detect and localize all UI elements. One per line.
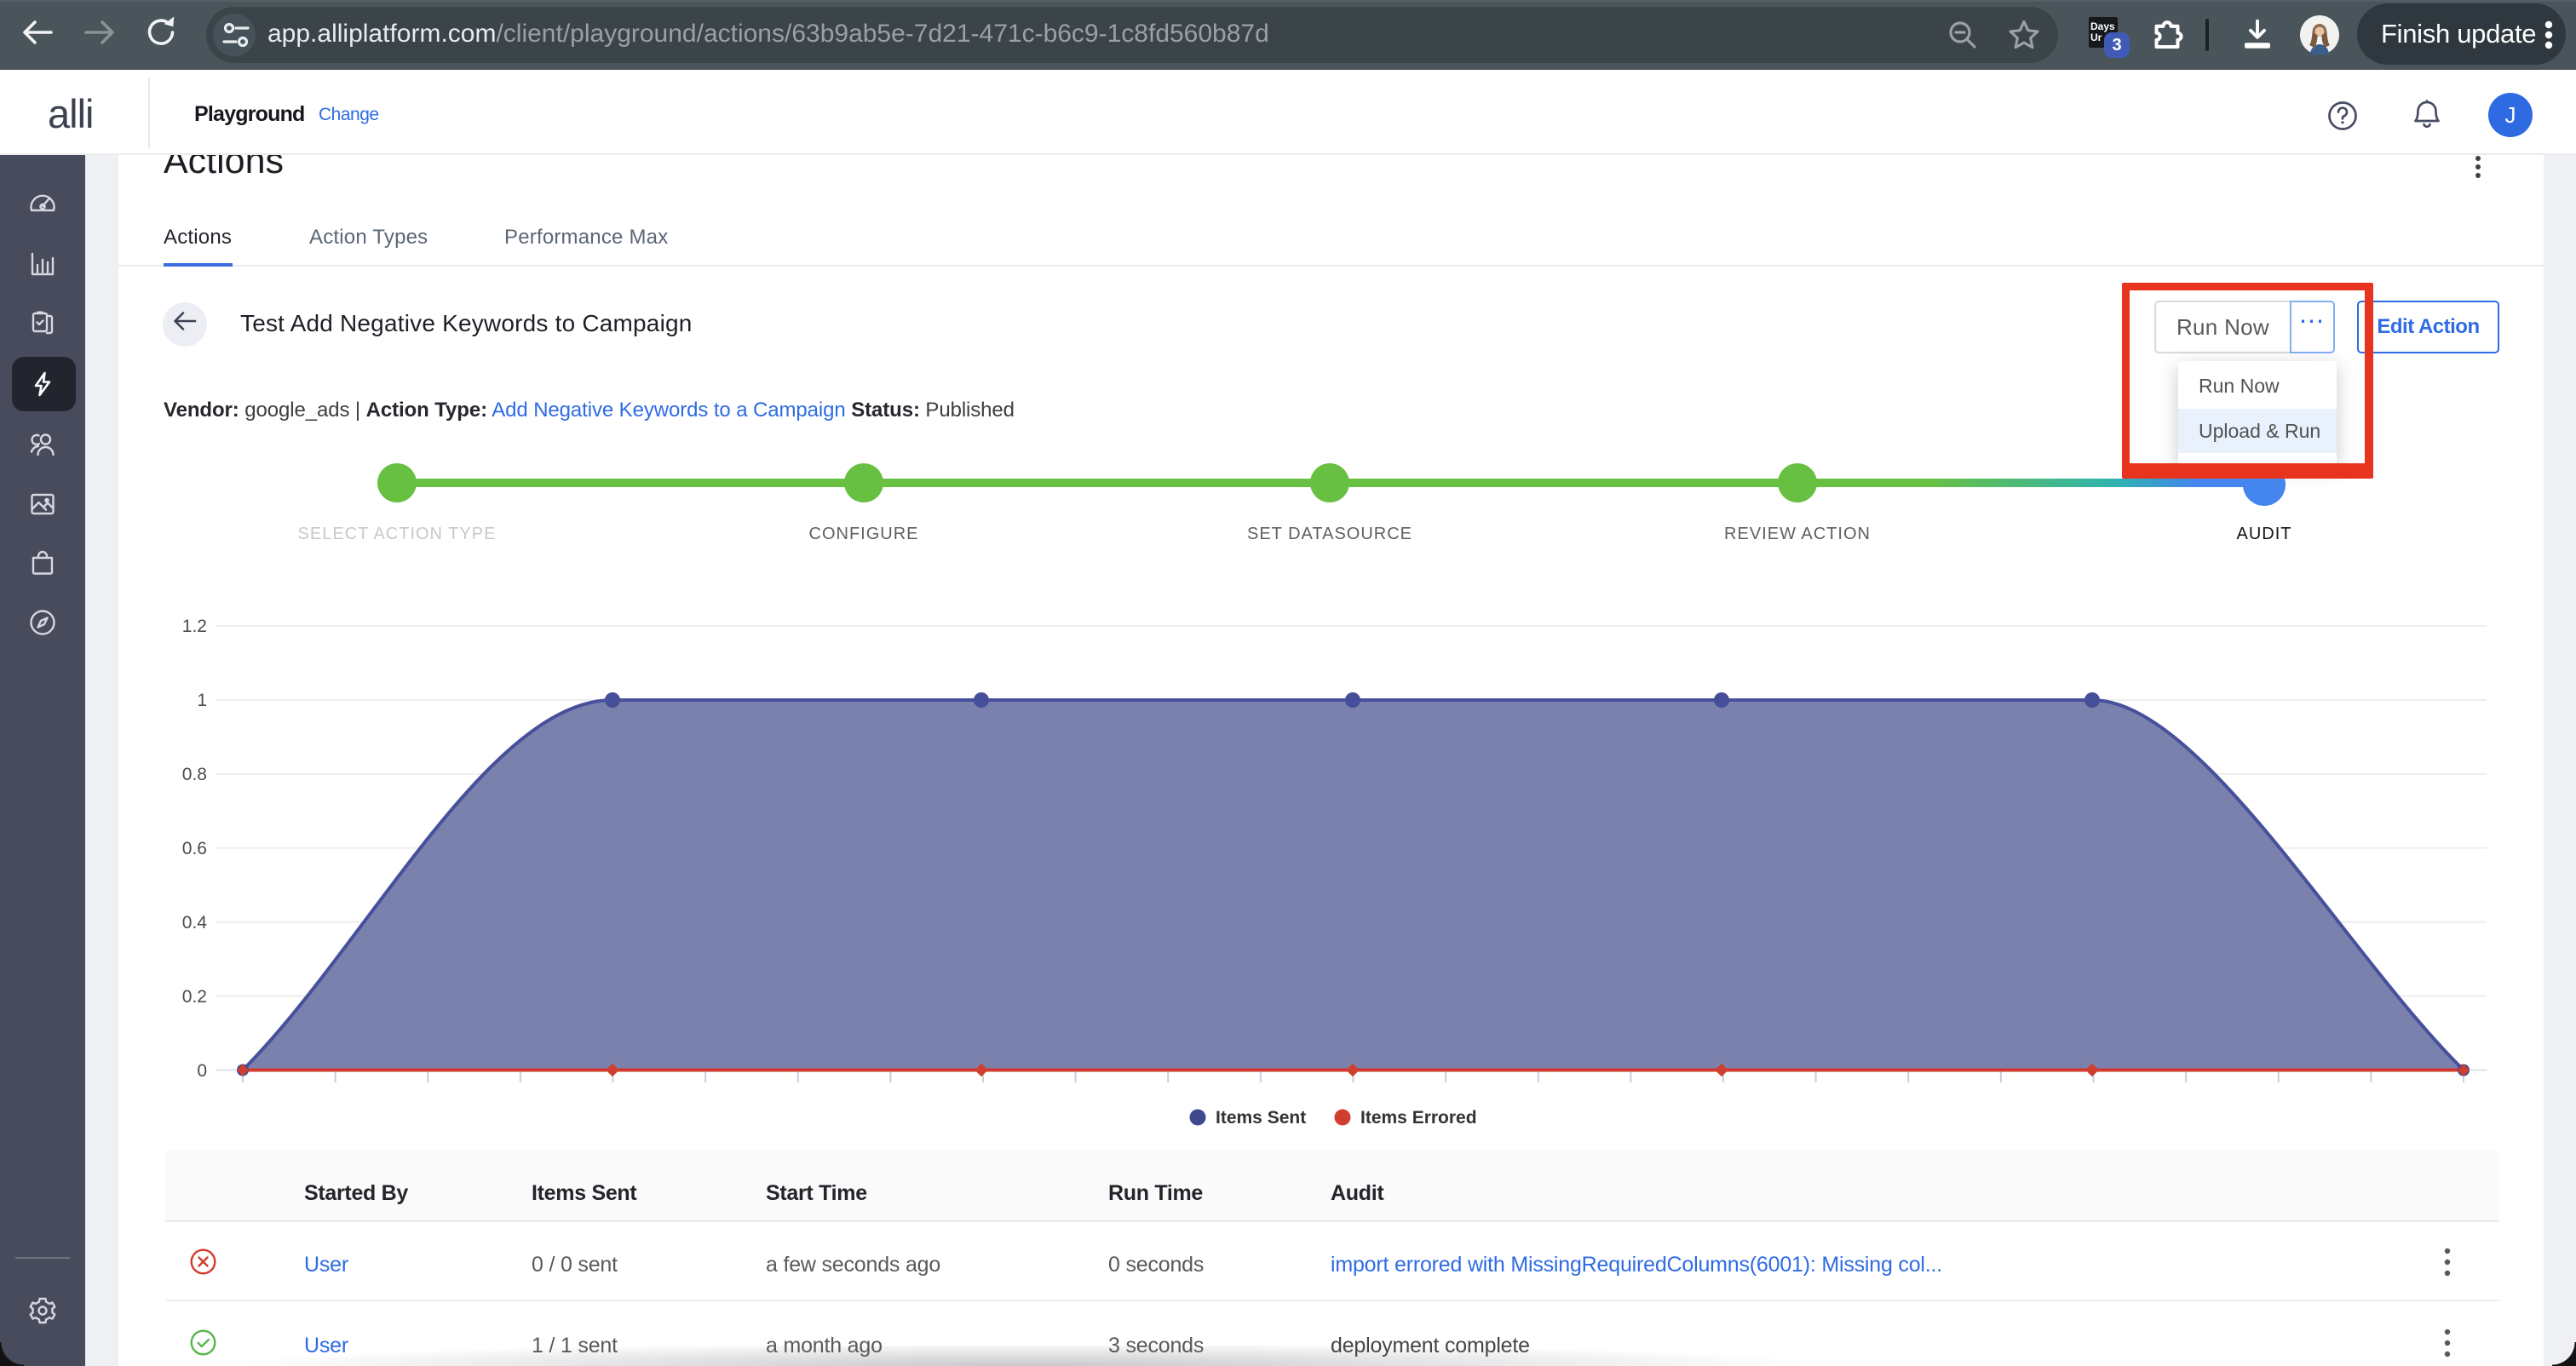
svg-text:1.2: 1.2 — [182, 617, 207, 636]
svg-text:0.8: 0.8 — [182, 765, 207, 784]
svg-text:0.2: 0.2 — [182, 987, 207, 1007]
svg-text:Items Sent: Items Sent — [1216, 1108, 1306, 1128]
svg-text:0.6: 0.6 — [182, 839, 207, 858]
svg-text:0.4: 0.4 — [182, 913, 208, 933]
svg-text:Items Errored: Items Errored — [1360, 1108, 1477, 1128]
svg-text:0: 0 — [197, 1061, 207, 1081]
svg-text:1: 1 — [197, 691, 207, 710]
